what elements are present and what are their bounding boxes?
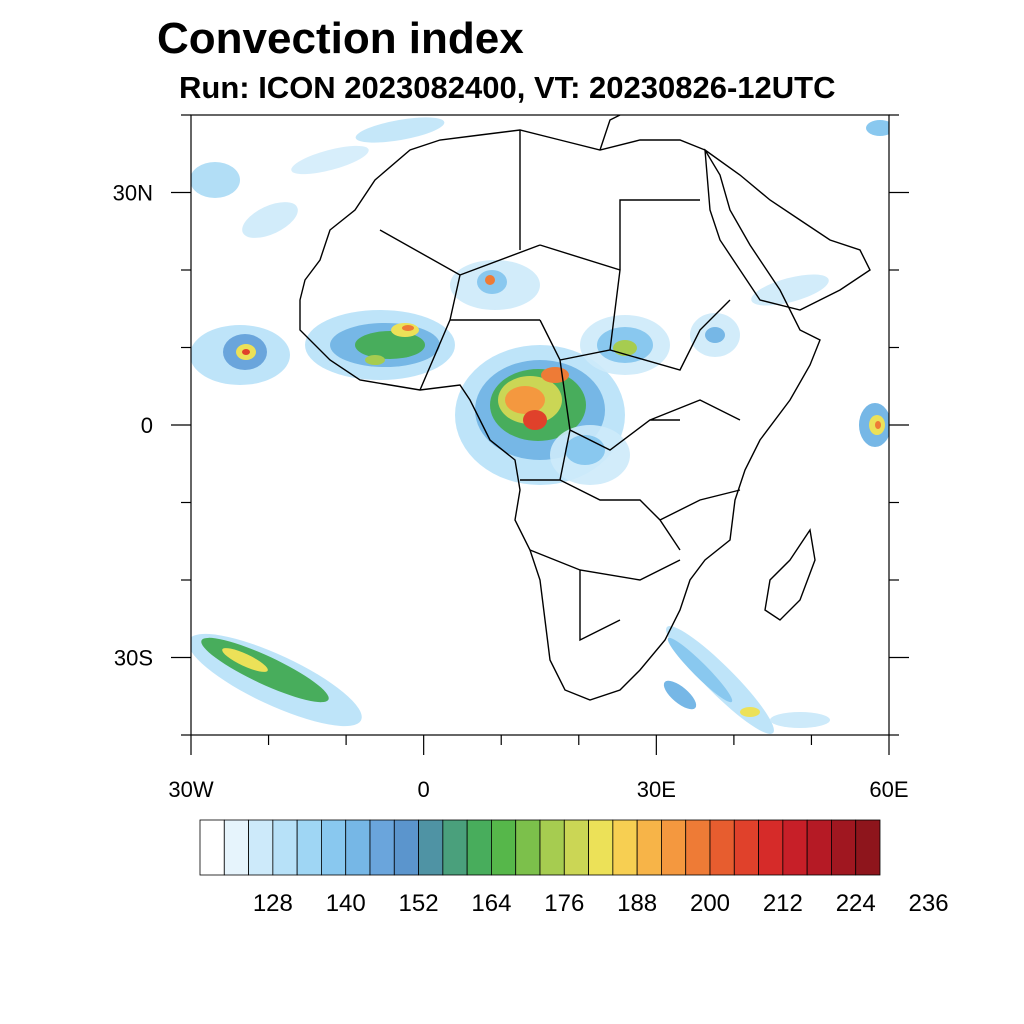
coastlines bbox=[299, 115, 871, 701]
country-borders bbox=[379, 130, 741, 642]
colorbar-swatch bbox=[345, 819, 371, 876]
colorbar-label: 152 bbox=[399, 890, 439, 917]
colorbar-swatch bbox=[393, 819, 419, 876]
colorbar-swatch bbox=[248, 819, 274, 876]
colorbar-swatch bbox=[782, 819, 808, 876]
colorbar-swatch bbox=[806, 819, 832, 876]
colorbar-swatch bbox=[685, 819, 711, 876]
lat-tick-label: 0 bbox=[141, 413, 153, 438]
colorbar-swatch bbox=[855, 819, 881, 876]
colorbar-label: 200 bbox=[690, 890, 730, 917]
colorbar-label: 140 bbox=[326, 890, 366, 917]
arabia-coastline bbox=[704, 148, 871, 311]
africa-coastline bbox=[299, 129, 821, 701]
colorbar-swatch bbox=[612, 819, 638, 876]
chart-subtitle: Run: ICON 2023082400, VT: 20230826-12UTC bbox=[179, 70, 836, 105]
colorbar-swatch bbox=[418, 819, 444, 876]
colorbar-swatch bbox=[636, 819, 662, 876]
colorbar: 128 140 152 164 176 188 200 212 224 236 bbox=[199, 819, 949, 917]
colorbar-swatch bbox=[296, 819, 322, 876]
colorbar-swatch bbox=[223, 819, 249, 876]
colorbar-label: 164 bbox=[471, 890, 511, 917]
colorbar-label: 188 bbox=[617, 890, 657, 917]
colorbar-label: 236 bbox=[909, 890, 949, 917]
lon-tick-label: 0 bbox=[418, 777, 430, 802]
colorbar-swatch bbox=[272, 819, 298, 876]
colorbar-swatch bbox=[588, 819, 614, 876]
lon-tick-label: 30W bbox=[168, 777, 213, 802]
colorbar-swatch bbox=[515, 819, 541, 876]
chart-title: Convection index bbox=[157, 14, 524, 63]
lat-tick-label: 30S bbox=[114, 646, 153, 671]
axis-ticks: 30W 0 30E 60E 30N 0 30S bbox=[113, 114, 909, 802]
colorbar-swatch bbox=[831, 819, 857, 876]
convection-field bbox=[191, 117, 889, 734]
colorbar-swatch bbox=[466, 819, 492, 876]
colorbar-swatch bbox=[758, 819, 784, 876]
colorbar-swatch bbox=[539, 819, 565, 876]
colorbar-label: 176 bbox=[544, 890, 584, 917]
colorbar-label: 224 bbox=[836, 890, 876, 917]
levant-coast bbox=[599, 115, 621, 151]
colorbar-swatch bbox=[709, 819, 735, 876]
colorbar-swatch bbox=[321, 819, 347, 876]
colorbar-label: 128 bbox=[253, 890, 293, 917]
colorbar-swatch bbox=[733, 819, 759, 876]
colorbar-swatch bbox=[491, 819, 517, 876]
colorbar-swatch bbox=[199, 819, 225, 876]
lon-tick-label: 30E bbox=[637, 777, 676, 802]
lon-tick-label: 60E bbox=[869, 777, 908, 802]
lat-tick-label: 30N bbox=[113, 181, 153, 206]
madagascar-coastline bbox=[764, 528, 816, 621]
colorbar-swatch bbox=[563, 819, 589, 876]
colorbar-label: 212 bbox=[763, 890, 803, 917]
colorbar-swatch bbox=[369, 819, 395, 876]
colorbar-swatch bbox=[442, 819, 468, 876]
colorbar-swatch bbox=[661, 819, 687, 876]
